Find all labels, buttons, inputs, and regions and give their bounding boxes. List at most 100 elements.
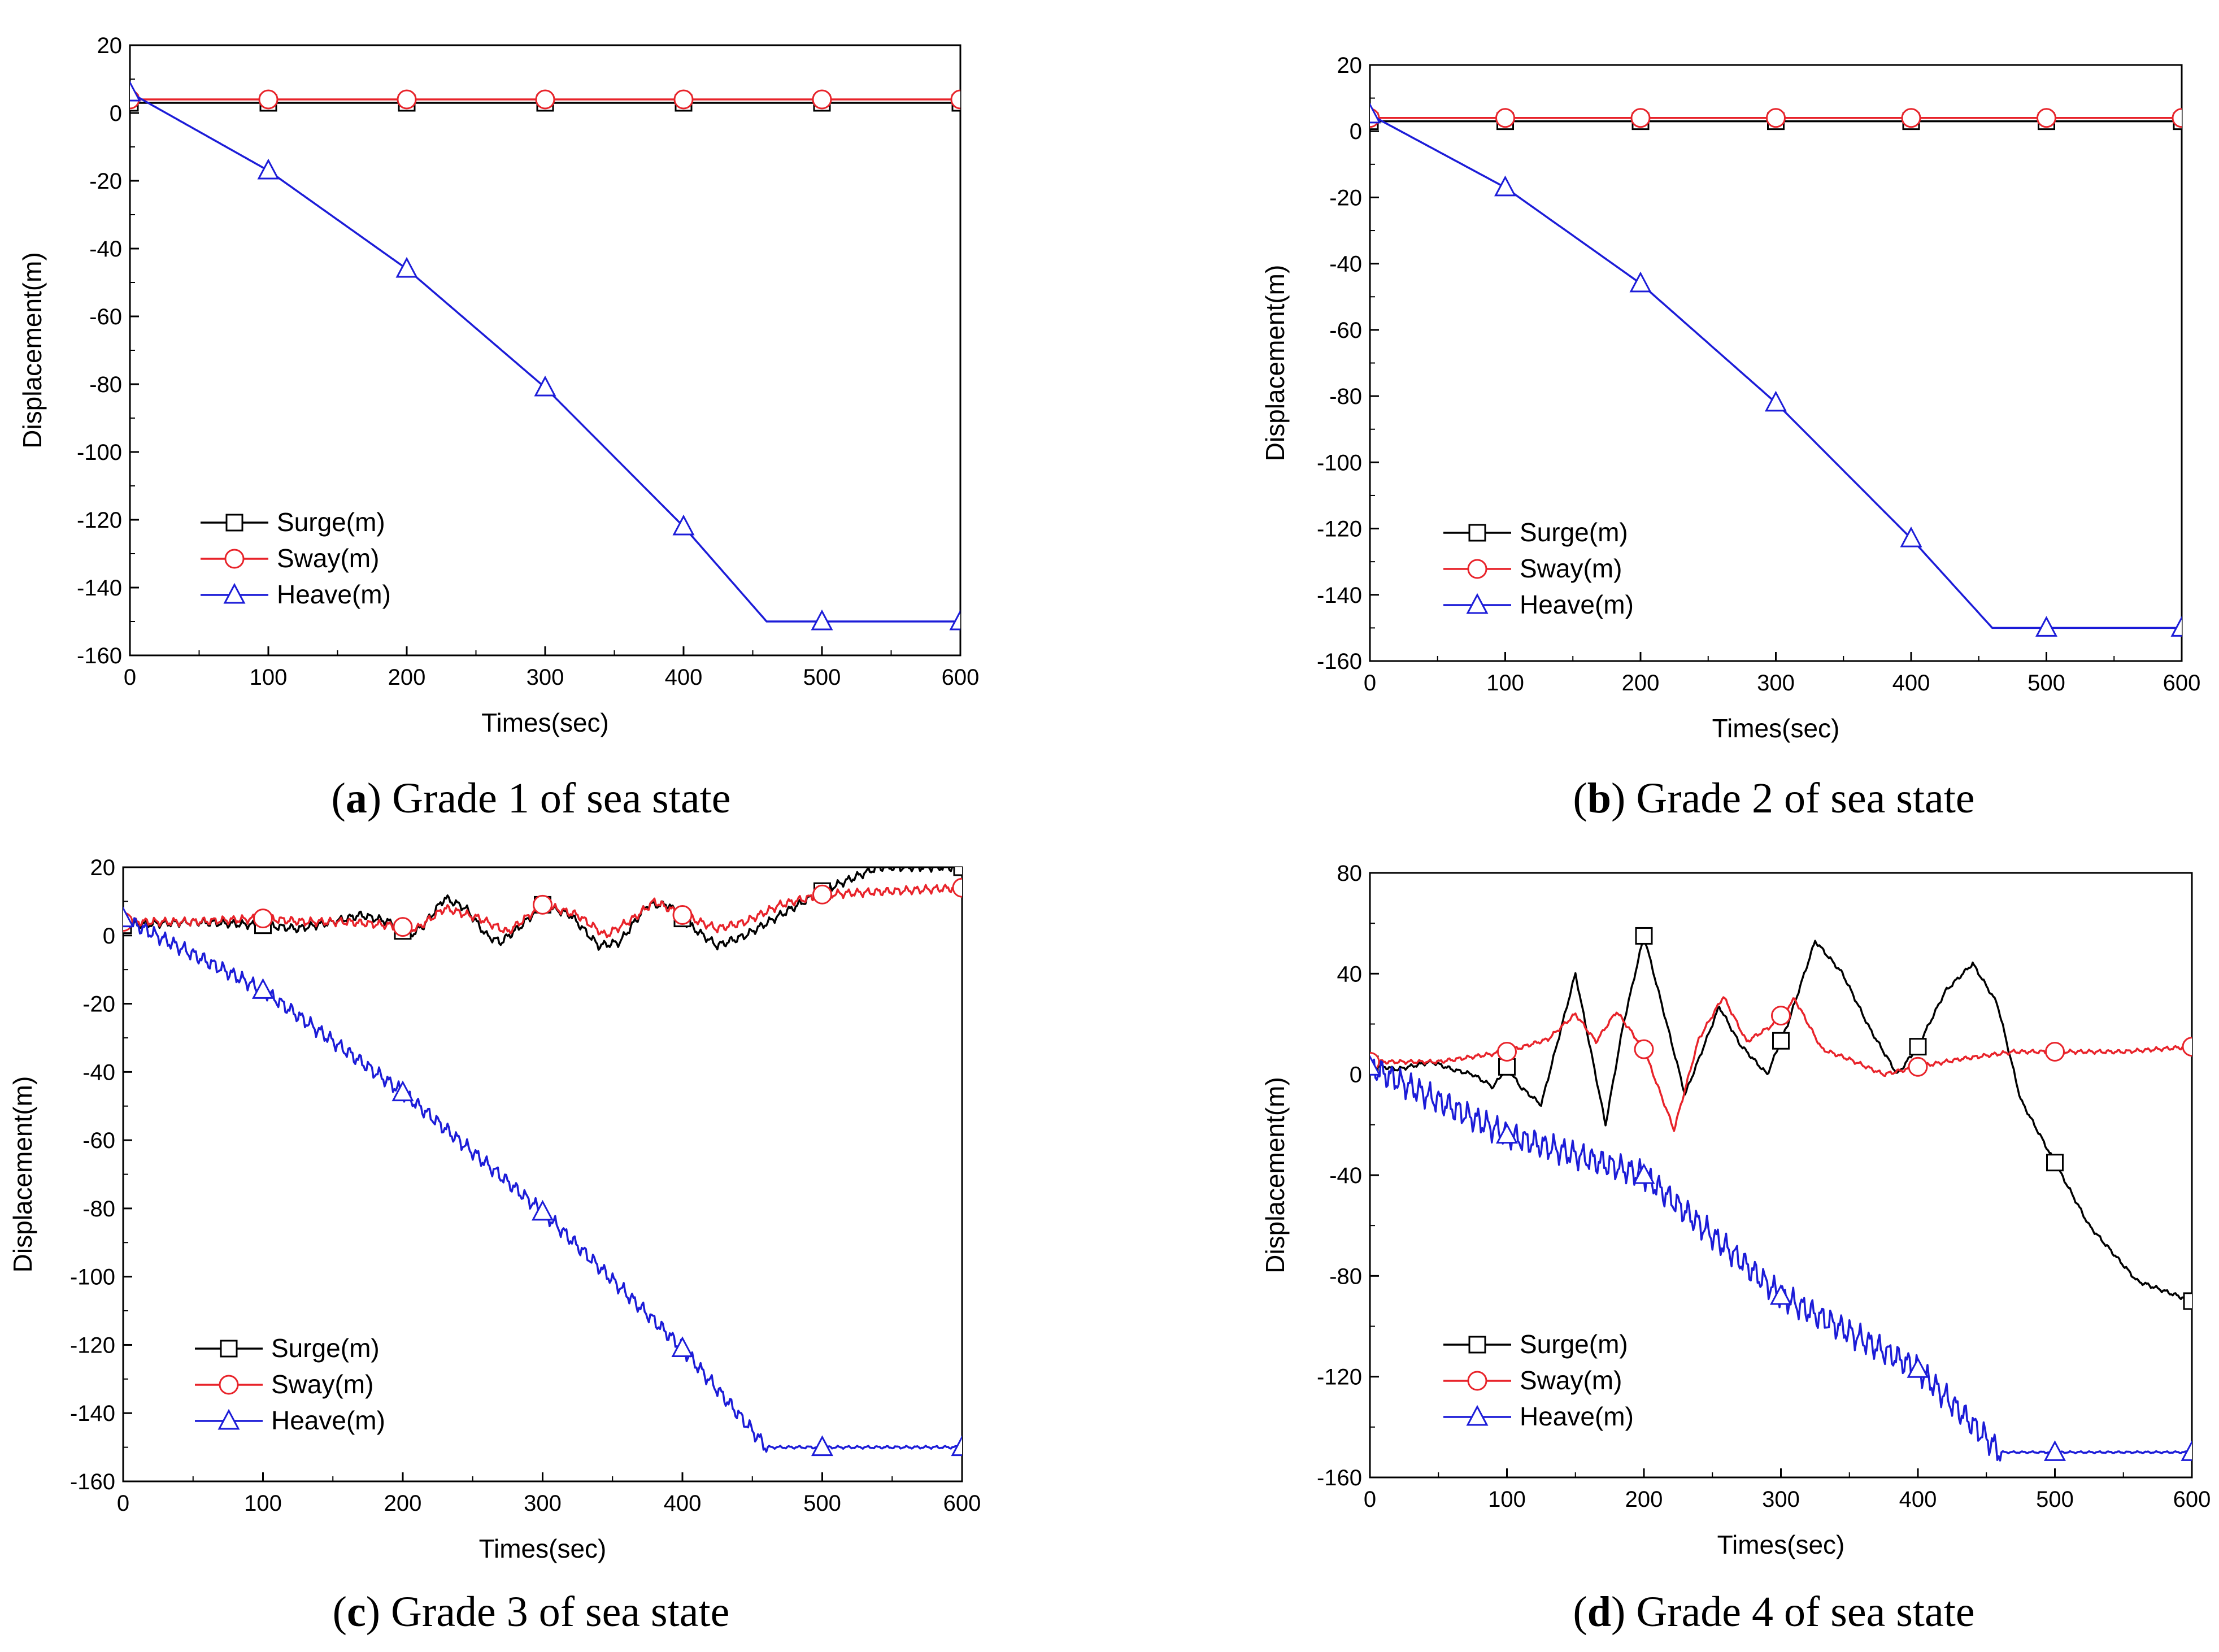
x-tick-label: 500 bbox=[803, 1491, 841, 1516]
legend-marker-heave bbox=[1466, 593, 1489, 614]
caption-letter: c bbox=[346, 1588, 366, 1636]
y-tick-label: -120 bbox=[1317, 1365, 1362, 1390]
x-tick-label: 0 bbox=[124, 665, 136, 690]
data-point-surge bbox=[953, 867, 962, 876]
caption-a: (a) Grade 1 of sea state bbox=[331, 775, 731, 822]
x-tick-label: 600 bbox=[942, 665, 980, 690]
x-tick-label: 500 bbox=[2036, 1487, 2074, 1512]
y-tick-label: 40 bbox=[1337, 962, 1363, 986]
series-line-surge bbox=[1370, 935, 2192, 1303]
y-tick-label: -60 bbox=[82, 1128, 115, 1153]
y-tick-label: -80 bbox=[1329, 1264, 1362, 1289]
caption-text: Grade 3 of sea state bbox=[380, 1588, 730, 1636]
series-line-heave bbox=[130, 92, 960, 623]
y-axis-label: Displacement(m) bbox=[8, 1076, 37, 1273]
data-point-sway bbox=[535, 89, 555, 110]
data-point-sway bbox=[1771, 1006, 1791, 1026]
x-tick-label: 600 bbox=[2163, 671, 2201, 695]
caption-letter: a bbox=[345, 775, 367, 822]
chart-b: 0 100 200 300 400 500 600200-20-40-60-80-100-1… bbox=[1260, 53, 2200, 743]
chart-d: 0 100 200 300 400 500 60080400-40-80-120-160Ti… bbox=[1260, 861, 2211, 1559]
x-tick-label: 400 bbox=[1899, 1487, 1937, 1512]
data-point-sway bbox=[1495, 108, 1515, 128]
chart-c: 0 100 200 300 400 500 600200-20-40-60-80-100-1… bbox=[8, 855, 981, 1563]
data-point-heave bbox=[1370, 102, 1381, 124]
x-tick-label: 400 bbox=[664, 1491, 702, 1516]
series-group bbox=[1370, 102, 2182, 637]
y-tick-label: 20 bbox=[1337, 53, 1363, 78]
legend-label-sway: Sway(m) bbox=[277, 544, 379, 573]
y-tick-label: 20 bbox=[97, 33, 123, 58]
data-point-sway bbox=[1630, 108, 1651, 128]
y-tick-label: -100 bbox=[1317, 450, 1362, 475]
y-tick-label: -160 bbox=[70, 1470, 115, 1494]
plot-frame bbox=[129, 44, 961, 657]
data-point-sway bbox=[2045, 1042, 2065, 1062]
x-tick-label: 300 bbox=[1757, 671, 1795, 695]
data-point-surge bbox=[1909, 1038, 1927, 1056]
legend-marker-sway bbox=[224, 549, 245, 569]
legend-label-sway: Sway(m) bbox=[271, 1370, 373, 1399]
y-tick-label: 80 bbox=[1337, 861, 1363, 886]
data-point-heave bbox=[949, 609, 960, 631]
data-point-surge bbox=[1772, 1032, 1790, 1050]
x-axis-label: Times(sec) bbox=[481, 708, 609, 737]
data-point-sway bbox=[812, 89, 832, 110]
y-tick-label: 20 bbox=[90, 855, 116, 880]
legend-label-surge: Surge(m) bbox=[1520, 518, 1628, 547]
x-tick-label: 600 bbox=[2173, 1487, 2211, 1512]
data-point-sway bbox=[673, 89, 694, 110]
y-tick-label: -40 bbox=[82, 1060, 115, 1085]
x-tick-label: 600 bbox=[943, 1491, 981, 1516]
data-point-heave bbox=[811, 1435, 833, 1457]
y-tick-label: -140 bbox=[1317, 583, 1362, 608]
y-tick-label: 0 bbox=[1350, 1063, 1362, 1088]
y-tick-label: 0 bbox=[103, 924, 115, 949]
legend-marker-sway bbox=[1467, 559, 1487, 579]
data-point-sway bbox=[2037, 108, 2056, 128]
data-point-heave bbox=[534, 375, 556, 397]
series-line-heave bbox=[123, 914, 962, 1453]
data-point-heave bbox=[2170, 616, 2182, 637]
data-point-heave bbox=[811, 609, 833, 631]
data-point-sway bbox=[1901, 108, 1921, 128]
plot-frame bbox=[122, 866, 963, 1483]
legend-label-heave: Heave(m) bbox=[277, 580, 391, 609]
y-tick-label: -80 bbox=[1329, 384, 1362, 409]
legend-marker-sway bbox=[219, 1375, 239, 1395]
legend-marker-surge bbox=[220, 1340, 238, 1358]
data-point-heave bbox=[257, 158, 280, 180]
legend-marker-surge bbox=[1468, 524, 1486, 542]
legend-marker-sway bbox=[1467, 1371, 1487, 1391]
data-point-heave bbox=[2181, 1440, 2192, 1461]
data-point-sway bbox=[952, 877, 962, 898]
y-axis-label: Displacement(m) bbox=[1260, 1077, 1290, 1273]
data-point-sway bbox=[2172, 108, 2182, 128]
data-point-heave bbox=[2035, 616, 2057, 637]
y-tick-label: -120 bbox=[77, 508, 122, 533]
caption-d: (d) Grade 4 of sea state bbox=[1573, 1588, 1975, 1636]
data-point-heave bbox=[1907, 1357, 1929, 1378]
y-axis-label: Displacement(m) bbox=[18, 252, 47, 449]
series-line-heave bbox=[1370, 114, 2182, 629]
legend-marker-heave bbox=[223, 582, 246, 604]
x-tick-label: 100 bbox=[1486, 671, 1524, 695]
data-point-heave bbox=[123, 906, 134, 928]
data-point-surge bbox=[1635, 927, 1653, 945]
y-axis-label: Displacement(m) bbox=[1260, 265, 1290, 462]
data-point-sway bbox=[258, 89, 279, 110]
y-tick-label: -80 bbox=[89, 372, 122, 397]
data-point-sway bbox=[1908, 1057, 1928, 1077]
y-tick-label: -20 bbox=[82, 992, 115, 1017]
data-point-sway bbox=[2182, 1037, 2192, 1057]
data-point-surge bbox=[2183, 1292, 2192, 1310]
y-tick-label: -20 bbox=[1329, 185, 1362, 210]
y-tick-label: -140 bbox=[77, 576, 122, 601]
legend-label-sway: Sway(m) bbox=[1520, 554, 1622, 583]
y-tick-label: -60 bbox=[89, 305, 122, 329]
y-tick-label: 0 bbox=[1350, 119, 1362, 144]
y-tick-label: -40 bbox=[1329, 1163, 1362, 1188]
x-tick-label: 200 bbox=[388, 665, 426, 690]
x-axis-label: Times(sec) bbox=[1712, 714, 1840, 743]
y-tick-label: -100 bbox=[70, 1265, 115, 1290]
